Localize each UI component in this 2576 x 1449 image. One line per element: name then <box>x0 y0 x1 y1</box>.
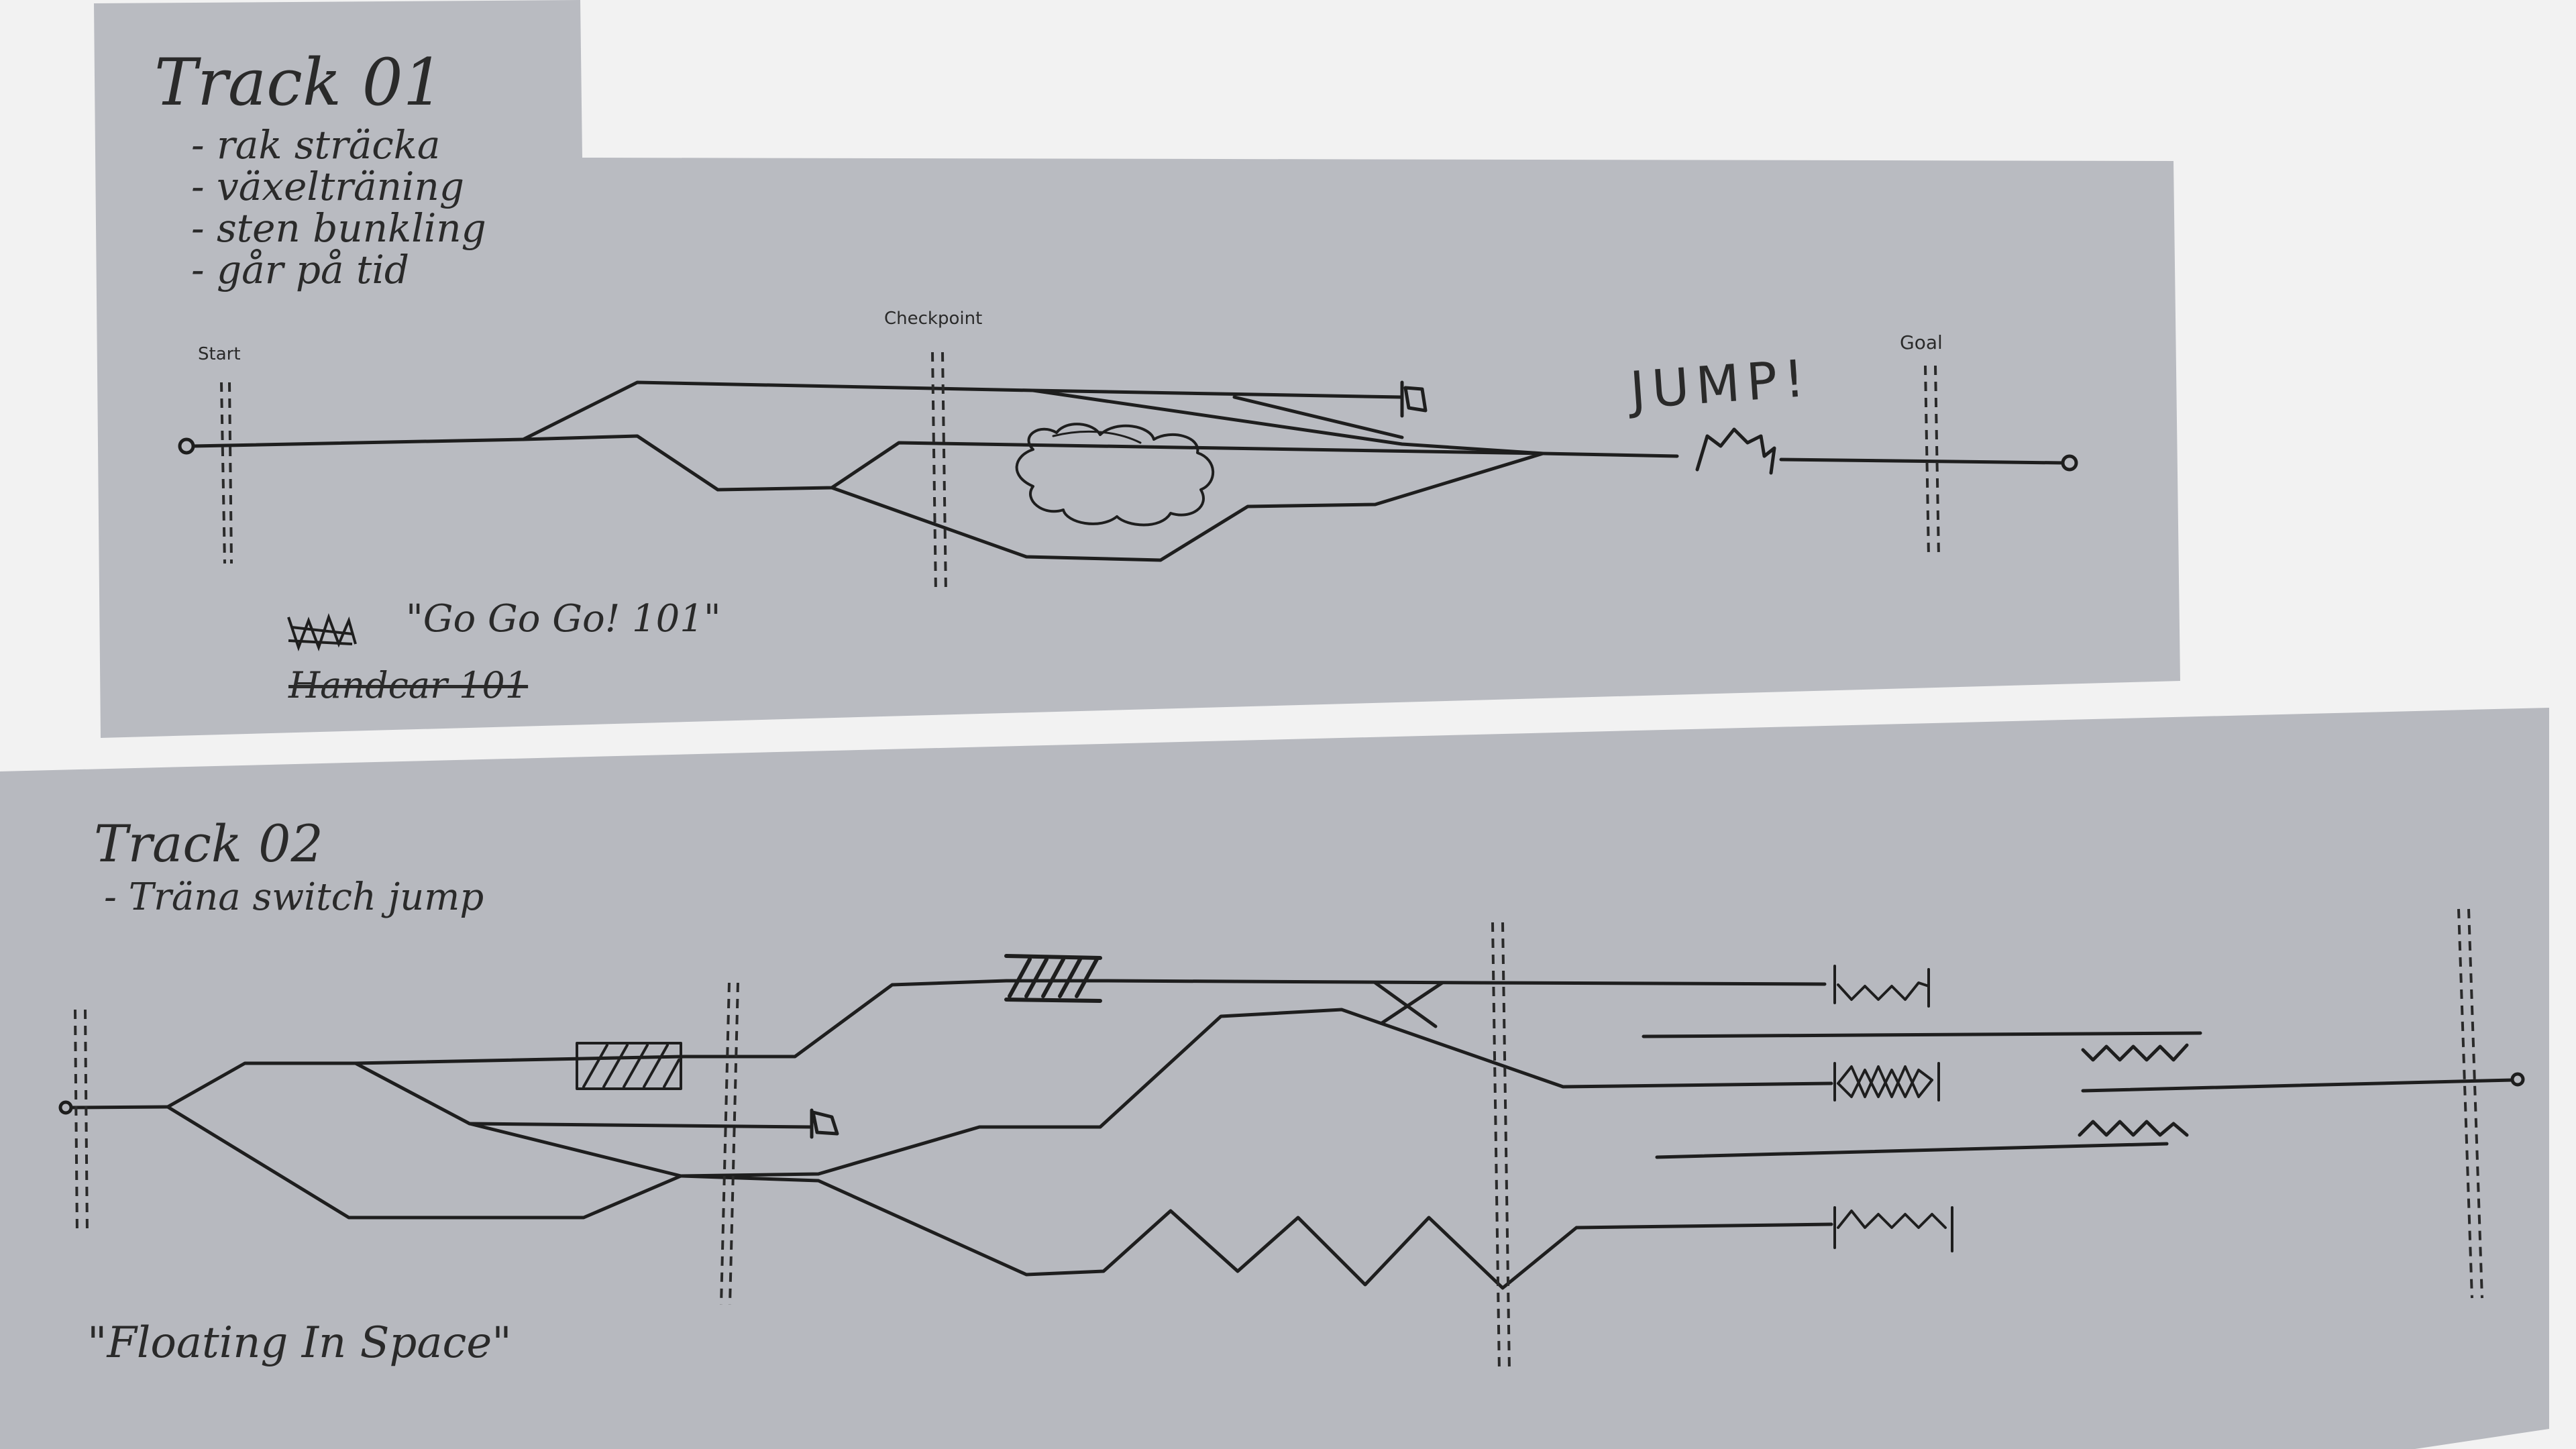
track-01-lines <box>178 380 2078 562</box>
jump-label: JUMP! <box>1628 347 1813 421</box>
zigzag-pad-2 <box>1833 1062 1940 1102</box>
rock-cluster-icon <box>1015 423 1215 527</box>
track-02-lines <box>58 979 2525 1290</box>
track-02-name: "Floating In Space" <box>87 1318 512 1368</box>
track-01-notes: - rak sträcka - växelträning - sten bunk… <box>191 124 486 290</box>
track-01-title: Track 01 <box>154 45 444 120</box>
start-gate-track-02 <box>74 1009 89 1235</box>
flag-icon-track-02 <box>810 1108 839 1139</box>
hatched-pad-2 <box>1004 954 1102 1003</box>
zigzag-pad-5 <box>2078 1120 2189 1137</box>
zigzag-pad-1 <box>1833 965 1930 1008</box>
zigzag-pad-4 <box>2081 1043 2189 1062</box>
note-item: - sten bunkling <box>191 205 486 251</box>
note-item: - växelträning <box>191 164 464 209</box>
struck-out-name: Handcar 101 <box>288 664 529 706</box>
goal-gate-track-02 <box>2457 908 2483 1299</box>
note-item: - går på tid <box>191 247 410 292</box>
hatched-pad-1 <box>576 1042 682 1090</box>
zigzag-pad-3 <box>1833 1206 1953 1252</box>
goal-label: Goal <box>1900 331 1943 354</box>
start-label: Start <box>198 344 241 364</box>
checkpoint-label: Checkpoint <box>884 309 983 329</box>
track-02-note: - Träna switch jump <box>104 875 484 919</box>
track-02-title: Track 02 <box>94 814 323 873</box>
scribble-mark <box>287 613 357 651</box>
checkpoint-gate-track-01 <box>931 352 947 594</box>
checkpoint-gate-track-02-a <box>720 982 739 1305</box>
flag-icon-track-01 <box>1400 380 1428 418</box>
note-item: - rak sträcka <box>191 122 441 168</box>
start-gate-track-01 <box>220 382 233 564</box>
track-01-name: "Go Go Go! 101" <box>406 597 721 641</box>
paper-sheet-track-02 <box>0 708 2549 1449</box>
paper-sheet-track-01 <box>94 0 2180 738</box>
checkpoint-gate-track-02-b <box>1491 922 1511 1373</box>
